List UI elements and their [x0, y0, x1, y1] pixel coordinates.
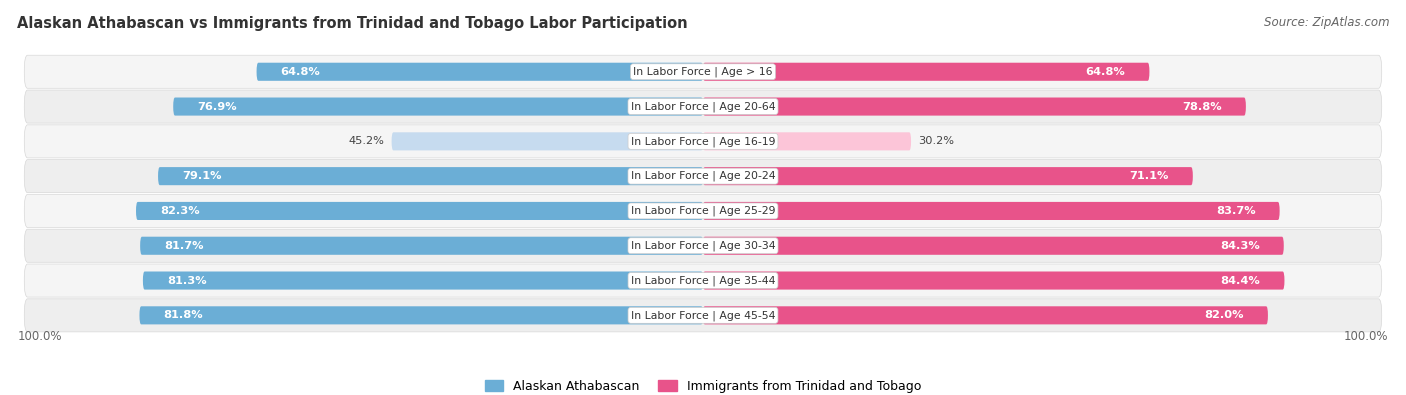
FancyBboxPatch shape	[703, 306, 1268, 324]
FancyBboxPatch shape	[173, 98, 703, 116]
Text: 81.7%: 81.7%	[165, 241, 204, 251]
Legend: Alaskan Athabascan, Immigrants from Trinidad and Tobago: Alaskan Athabascan, Immigrants from Trin…	[479, 375, 927, 395]
Text: In Labor Force | Age 20-64: In Labor Force | Age 20-64	[631, 101, 775, 112]
Text: 79.1%: 79.1%	[183, 171, 222, 181]
Text: 82.3%: 82.3%	[160, 206, 200, 216]
Text: 45.2%: 45.2%	[349, 136, 385, 147]
FancyBboxPatch shape	[703, 271, 1285, 290]
Text: 76.9%: 76.9%	[197, 102, 238, 111]
FancyBboxPatch shape	[24, 229, 1382, 262]
FancyBboxPatch shape	[24, 55, 1382, 88]
Text: 64.8%: 64.8%	[1085, 67, 1125, 77]
Text: 100.0%: 100.0%	[17, 330, 62, 343]
Text: 71.1%: 71.1%	[1129, 171, 1168, 181]
Text: In Labor Force | Age 25-29: In Labor Force | Age 25-29	[631, 206, 775, 216]
FancyBboxPatch shape	[136, 202, 703, 220]
FancyBboxPatch shape	[24, 160, 1382, 193]
Text: 83.7%: 83.7%	[1216, 206, 1256, 216]
FancyBboxPatch shape	[703, 202, 1279, 220]
Text: In Labor Force | Age 16-19: In Labor Force | Age 16-19	[631, 136, 775, 147]
Text: 84.3%: 84.3%	[1220, 241, 1260, 251]
FancyBboxPatch shape	[24, 264, 1382, 297]
FancyBboxPatch shape	[703, 98, 1246, 116]
FancyBboxPatch shape	[141, 237, 703, 255]
Text: 30.2%: 30.2%	[918, 136, 953, 147]
FancyBboxPatch shape	[703, 167, 1192, 185]
FancyBboxPatch shape	[24, 299, 1382, 332]
Text: 82.0%: 82.0%	[1205, 310, 1244, 320]
FancyBboxPatch shape	[24, 125, 1382, 158]
Text: 84.4%: 84.4%	[1220, 276, 1260, 286]
FancyBboxPatch shape	[703, 237, 1284, 255]
Text: In Labor Force | Age 20-24: In Labor Force | Age 20-24	[631, 171, 775, 181]
FancyBboxPatch shape	[157, 167, 703, 185]
Text: 81.8%: 81.8%	[163, 310, 204, 320]
Text: Source: ZipAtlas.com: Source: ZipAtlas.com	[1264, 16, 1389, 29]
FancyBboxPatch shape	[256, 63, 703, 81]
FancyBboxPatch shape	[143, 271, 703, 290]
Text: In Labor Force | Age 35-44: In Labor Force | Age 35-44	[631, 275, 775, 286]
FancyBboxPatch shape	[703, 132, 911, 150]
FancyBboxPatch shape	[703, 63, 1150, 81]
FancyBboxPatch shape	[392, 132, 703, 150]
Text: 64.8%: 64.8%	[281, 67, 321, 77]
Text: 100.0%: 100.0%	[1344, 330, 1389, 343]
FancyBboxPatch shape	[24, 194, 1382, 228]
Text: In Labor Force | Age 30-34: In Labor Force | Age 30-34	[631, 241, 775, 251]
Text: 81.3%: 81.3%	[167, 276, 207, 286]
FancyBboxPatch shape	[139, 306, 703, 324]
FancyBboxPatch shape	[24, 90, 1382, 123]
Text: In Labor Force | Age > 16: In Labor Force | Age > 16	[633, 66, 773, 77]
Text: Alaskan Athabascan vs Immigrants from Trinidad and Tobago Labor Participation: Alaskan Athabascan vs Immigrants from Tr…	[17, 16, 688, 31]
Text: In Labor Force | Age 45-54: In Labor Force | Age 45-54	[631, 310, 775, 321]
Text: 78.8%: 78.8%	[1182, 102, 1222, 111]
